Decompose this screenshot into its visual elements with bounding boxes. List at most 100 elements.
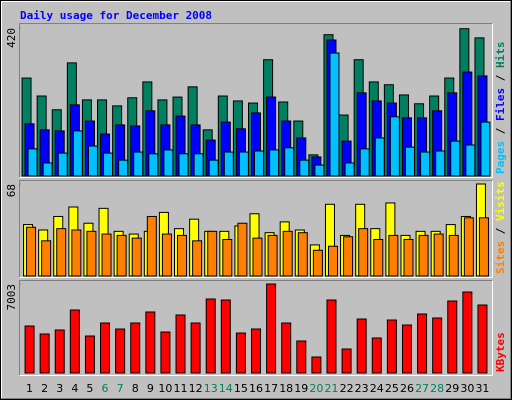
bar [163, 149, 174, 177]
bar [448, 234, 459, 277]
bar [41, 240, 52, 277]
x-tick-label: 5 [86, 382, 93, 395]
bevel [19, 280, 493, 376]
legend: Pages / Files / Hits [494, 42, 507, 175]
bar [359, 148, 370, 177]
bevel [19, 180, 493, 278]
bar [478, 217, 489, 277]
bar [269, 149, 280, 177]
bar [220, 299, 231, 374]
bar [56, 228, 67, 277]
y-tick-label: 68 [5, 184, 18, 197]
legend-separator: / [494, 221, 507, 241]
x-tick-label: 4 [71, 382, 78, 395]
x-tick-label: 24 [370, 382, 384, 395]
bar [447, 300, 458, 374]
x-tick-label: 29 [445, 382, 459, 395]
x-tick-label: 9 [147, 382, 154, 395]
bar [205, 298, 216, 374]
bar [100, 322, 111, 374]
x-tick-label: 31 [475, 382, 489, 395]
bar [329, 52, 340, 177]
bar [237, 222, 248, 277]
x-tick-label: 25 [385, 382, 399, 395]
legend: KBytes [494, 332, 507, 372]
bar [266, 283, 277, 374]
legend-entry: KBytes [494, 332, 507, 372]
legend-separator: / [494, 68, 507, 88]
bar [115, 328, 126, 374]
bar [161, 233, 172, 277]
bar [251, 328, 261, 374]
bar [297, 232, 308, 277]
bar [192, 240, 203, 277]
bar [103, 152, 114, 177]
bar [465, 144, 476, 177]
bar [145, 311, 156, 374]
bar [435, 150, 446, 177]
bar [160, 331, 171, 374]
bar [222, 238, 233, 277]
bar [72, 130, 83, 177]
bar [86, 230, 97, 277]
x-tick-label: 26 [400, 382, 414, 395]
bar [477, 304, 488, 374]
bar [281, 322, 292, 374]
x-tick-label: 16 [249, 382, 263, 395]
bar [69, 309, 80, 374]
bar [282, 230, 293, 277]
bar [223, 151, 234, 177]
bar [356, 318, 367, 374]
y-tick-label: 420 [5, 28, 18, 48]
x-tick-label: 30 [460, 382, 474, 395]
bar [373, 238, 384, 277]
bar [84, 335, 95, 374]
legend-entry: Sites [494, 241, 507, 274]
bar [327, 245, 338, 277]
bar [238, 151, 249, 177]
bar [296, 340, 307, 374]
chart-title: Daily usage for December 2008 [20, 9, 212, 22]
bar [207, 230, 218, 277]
bar [24, 325, 35, 374]
bar [358, 228, 369, 277]
bar [341, 348, 352, 374]
x-tick-label: 1 [26, 382, 33, 395]
x-tick-label: 19 [294, 382, 308, 395]
x-tick-label: 23 [355, 382, 369, 395]
bar [374, 137, 385, 177]
x-tick-label: 27 [415, 382, 429, 395]
x-tick-label: 17 [264, 382, 278, 395]
bar [26, 226, 37, 277]
legend-entry: Visits [494, 181, 507, 221]
x-tick-label: 10 [158, 382, 172, 395]
bar [312, 249, 323, 277]
x-tick-label: 28 [430, 382, 444, 395]
bar [432, 317, 443, 374]
bar [252, 237, 263, 277]
bar [177, 234, 188, 277]
bar [175, 314, 186, 374]
y-tick-label: 7003 [5, 284, 18, 311]
bar [146, 215, 157, 277]
bar [417, 313, 428, 374]
bar [463, 217, 474, 277]
bar [87, 145, 98, 177]
x-tick-label: 18 [279, 382, 293, 395]
bar [235, 332, 246, 374]
bar [193, 153, 204, 177]
bevel [19, 23, 493, 178]
bevel [19, 180, 493, 278]
bar [420, 151, 431, 177]
bar [178, 153, 189, 177]
bar [267, 234, 278, 277]
bar [284, 147, 295, 177]
bar [404, 146, 415, 177]
x-tick-label: 22 [340, 382, 354, 395]
legend-separator: / [494, 121, 507, 141]
bar [389, 116, 400, 177]
bevel [19, 280, 493, 376]
